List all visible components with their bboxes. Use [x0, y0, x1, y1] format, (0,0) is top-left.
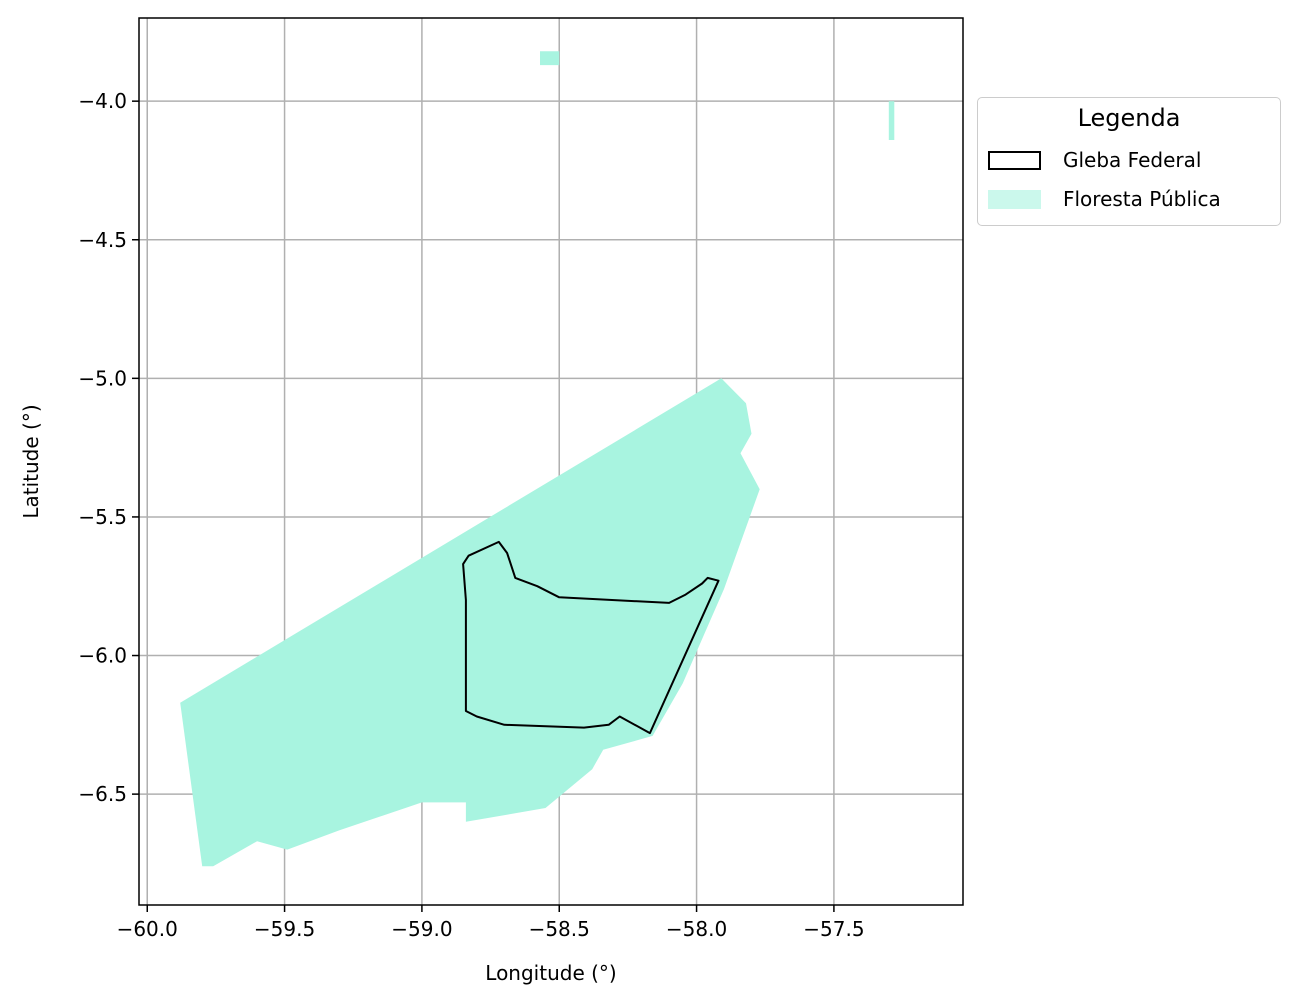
- floresta-publica-polygon: [888, 101, 895, 140]
- y-tick-label: −5.0: [78, 366, 127, 390]
- floresta-publica-polygon: [540, 51, 560, 66]
- floresta-publica-polygon: [180, 378, 760, 867]
- y-tick-label: −6.0: [78, 644, 127, 668]
- y-tick-label: −4.5: [78, 228, 127, 252]
- legend: Legenda Gleba Federal Floresta Pública: [977, 97, 1281, 226]
- legend-swatch-floresta-publica: [988, 189, 1041, 209]
- gleba-federal-polygon: [462, 540, 720, 735]
- x-tick-label: −58.0: [666, 917, 727, 941]
- x-tick-label: −60.0: [117, 917, 178, 941]
- gleba-federal-layer: [462, 540, 720, 735]
- y-axis-label: Latitude (°): [19, 404, 43, 518]
- y-tick-label: −4.0: [78, 89, 127, 113]
- x-axis-label: Longitude (°): [485, 961, 616, 985]
- x-tick-label: −58.5: [529, 917, 590, 941]
- legend-swatch-gleba-federal: [988, 150, 1041, 170]
- plot-frame: [138, 17, 964, 906]
- legend-entry-gleba-federal: Gleba Federal: [988, 148, 1201, 172]
- floresta-publica-layer: [180, 51, 895, 867]
- x-axis-ticks: −60.0 −59.5 −59.0 −58.5 −58.0 −57.5: [117, 905, 865, 941]
- y-tick-label: −6.5: [78, 782, 127, 806]
- legend-label-floresta-publica: Floresta Pública: [1063, 187, 1221, 211]
- legend-title: Legenda: [1077, 104, 1181, 132]
- x-tick-label: −59.0: [391, 917, 452, 941]
- y-axis-ticks: −4.0 −4.5 −5.0 −5.5 −6.0 −6.5: [78, 89, 139, 806]
- x-tick-label: −59.5: [254, 917, 315, 941]
- legend-label-gleba-federal: Gleba Federal: [1063, 148, 1202, 172]
- legend-entry-floresta-publica: Floresta Pública: [988, 187, 1221, 211]
- x-tick-label: −57.5: [803, 917, 864, 941]
- y-tick-label: −5.5: [78, 505, 127, 529]
